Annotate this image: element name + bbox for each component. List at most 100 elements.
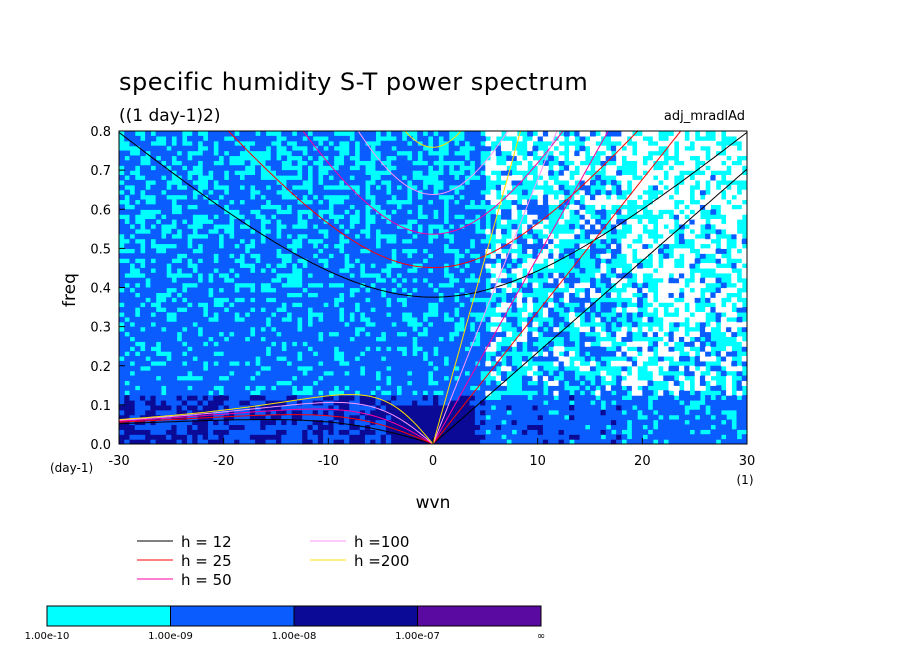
heatmap-cell: [260, 131, 267, 137]
heatmap-cell: [673, 355, 680, 362]
heatmap-cell: [726, 419, 732, 426]
heatmap-cell: [616, 346, 622, 352]
heatmap-cell: [124, 395, 131, 401]
heatmap-cell: [124, 253, 131, 259]
heatmap-cell: [255, 292, 261, 298]
heatmap-cell: [270, 243, 277, 249]
heatmap-cell: [642, 184, 649, 191]
heatmap-cell: [354, 419, 361, 426]
heatmap-cell: [668, 399, 675, 406]
heatmap-cell: [741, 175, 747, 181]
heatmap-cell: [265, 189, 272, 196]
heatmap-cell: [155, 370, 162, 377]
heatmap-cell: [150, 277, 157, 284]
heatmap-cell: [448, 307, 455, 313]
heatmap-cell: [474, 170, 481, 176]
heatmap-cell: [726, 375, 732, 382]
heatmap-cell: [119, 429, 125, 435]
heatmap-cell: [270, 316, 277, 323]
heatmap-cell: [119, 346, 125, 352]
heatmap-cell: [673, 429, 680, 435]
heatmap-cell: [218, 131, 225, 137]
heatmap-cell: [694, 204, 701, 210]
heatmap-cell: [139, 434, 146, 440]
heatmap-cell: [359, 424, 366, 430]
heatmap-cell: [720, 390, 727, 396]
heatmap-cell: [286, 307, 293, 313]
heatmap-cell: [480, 223, 486, 230]
heatmap-cell: [621, 331, 628, 338]
heatmap-cell: [443, 223, 450, 230]
heatmap-cell: [124, 341, 131, 347]
heatmap-cell: [616, 209, 622, 215]
heatmap-cell: [281, 365, 288, 372]
heatmap-cell: [715, 160, 722, 166]
heatmap-cell: [537, 253, 544, 259]
heatmap-cell: [129, 326, 136, 333]
heatmap-cell: [516, 409, 523, 416]
heatmap-cell: [312, 297, 319, 303]
heatmap-cell: [532, 209, 539, 215]
heatmap-cell: [527, 219, 534, 225]
heatmap-cell: [139, 399, 146, 406]
heatmap-cell: [139, 277, 146, 284]
heatmap-cell: [684, 297, 691, 303]
heatmap-cell: [207, 209, 214, 215]
heatmap-cell: [213, 419, 220, 426]
heatmap-cell: [223, 311, 230, 318]
heatmap-cell: [228, 140, 235, 147]
heatmap-cell: [244, 341, 251, 347]
heatmap-cell: [119, 380, 125, 386]
heatmap-cell: [349, 233, 356, 240]
heatmap-cell: [218, 228, 225, 235]
x-tick-label: 30: [739, 454, 756, 469]
heatmap-cell: [234, 395, 240, 401]
heatmap-cell: [354, 204, 361, 210]
heatmap-cell: [631, 429, 638, 435]
heatmap-cell: [166, 248, 172, 254]
heatmap-cell: [647, 424, 654, 430]
heatmap-cell: [286, 370, 293, 377]
heatmap-cell: [176, 341, 183, 347]
heatmap-cell: [548, 282, 554, 289]
heatmap-cell: [349, 302, 356, 308]
heatmap-cell: [511, 321, 518, 328]
heatmap-cell: [501, 145, 507, 152]
heatmap-cell: [652, 243, 659, 249]
heatmap-cell: [595, 404, 602, 411]
heatmap-cell: [244, 419, 251, 426]
heatmap-cell: [249, 399, 256, 406]
heatmap-cell: [480, 219, 486, 225]
heatmap-cell: [291, 321, 298, 328]
heatmap-cell: [380, 248, 387, 254]
heatmap-cell: [296, 404, 303, 411]
heatmap-cell: [307, 380, 314, 386]
heatmap-cell: [584, 395, 591, 401]
heatmap-cell: [605, 429, 612, 435]
heatmap-cell: [401, 341, 408, 347]
heatmap-cell: [448, 326, 455, 333]
heatmap-cell: [139, 360, 146, 367]
heatmap-cell: [396, 131, 403, 137]
heatmap-cell: [124, 311, 131, 318]
heatmap-cell: [244, 253, 251, 259]
heatmap-cell: [291, 414, 298, 421]
heatmap-cell: [474, 424, 481, 430]
heatmap-cell: [652, 429, 659, 435]
heatmap-cell: [255, 204, 261, 210]
heatmap-cell: [736, 385, 743, 391]
heatmap-cell: [427, 214, 434, 220]
heatmap-cell: [464, 160, 471, 166]
heatmap-cell: [720, 316, 727, 323]
heatmap-cell: [187, 199, 193, 205]
heatmap-cell: [349, 351, 356, 357]
heatmap-cell: [637, 253, 643, 259]
heatmap-cell: [720, 355, 727, 362]
heatmap-cell: [600, 155, 607, 161]
heatmap-cell: [359, 184, 366, 191]
heatmap-cell: [249, 429, 256, 435]
heatmap-cell: [684, 140, 691, 147]
heatmap-cell: [129, 341, 136, 347]
heatmap-cell: [375, 429, 382, 435]
heatmap-cell: [678, 365, 685, 372]
